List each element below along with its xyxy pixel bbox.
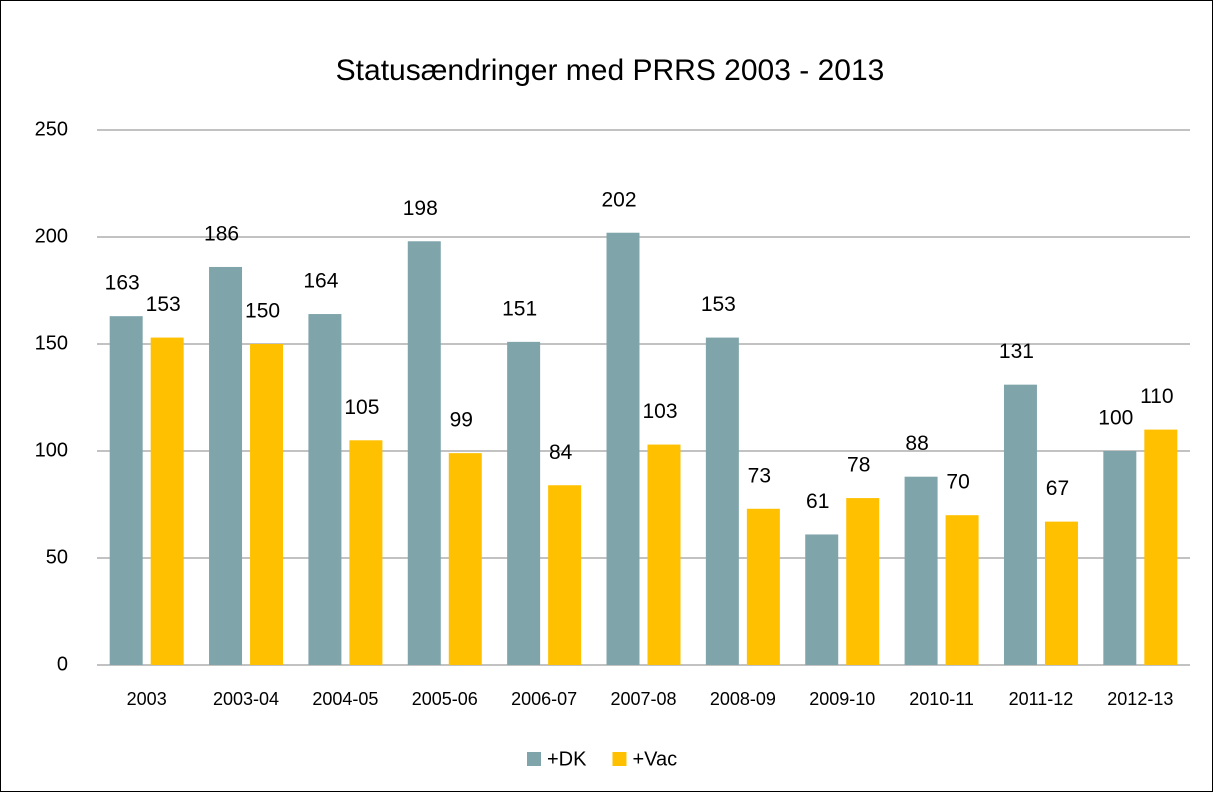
bar: [805, 534, 839, 665]
x-tick-label: 2003: [127, 689, 167, 709]
data-label: 88: [905, 432, 928, 455]
data-label: 153: [701, 293, 736, 316]
y-tick-label: 50: [46, 546, 68, 568]
bar: [150, 337, 184, 665]
y-tick-label: 150: [35, 332, 68, 354]
bar: [250, 344, 284, 665]
x-tick-label: 2008-09: [710, 689, 776, 709]
bar: [349, 440, 383, 665]
legend-label: +Vac: [632, 748, 677, 770]
bar: [448, 453, 482, 665]
data-label: 73: [748, 464, 771, 487]
x-tick-label: 2011-12: [1009, 689, 1074, 709]
data-label: 105: [344, 396, 379, 419]
x-tick-label: 2012-13: [1107, 689, 1173, 709]
y-tick-label: 0: [57, 653, 68, 675]
bar: [746, 508, 780, 665]
y-tick-label: 250: [35, 118, 68, 140]
data-label: 67: [1046, 477, 1069, 500]
data-label: 100: [1098, 407, 1133, 430]
x-tick-label: 2005-06: [412, 689, 478, 709]
bar: [1103, 451, 1137, 665]
bar: [548, 485, 582, 665]
data-label: 84: [549, 441, 573, 464]
legend-swatch: [612, 752, 627, 766]
bar: [209, 266, 243, 665]
data-label: 70: [946, 471, 969, 494]
legend-swatch: [527, 752, 541, 766]
data-label: 131: [999, 340, 1034, 363]
bar: [945, 515, 979, 665]
bar: [606, 232, 640, 665]
data-label: 202: [601, 188, 636, 211]
data-label: 61: [806, 490, 829, 513]
bar: [647, 444, 681, 665]
bar: [1144, 429, 1178, 665]
data-label: 198: [403, 197, 438, 220]
data-label: 164: [303, 270, 338, 293]
bar: [705, 337, 739, 665]
bar: [846, 498, 880, 665]
data-label: 78: [847, 454, 870, 477]
y-tick-label: 200: [35, 225, 68, 247]
x-tick-label: 2003-04: [213, 689, 279, 709]
data-label: 151: [502, 297, 537, 320]
legend-label: +DK: [547, 748, 587, 770]
chart-title: Statusændringer med PRRS 2003 - 2013: [336, 54, 885, 87]
bar: [507, 341, 541, 665]
x-tick-label: 2007-08: [610, 689, 676, 709]
data-label: 186: [204, 223, 239, 246]
data-label: 153: [146, 293, 181, 316]
y-tick-label: 100: [35, 439, 68, 461]
bar: [1044, 521, 1078, 665]
data-label: 163: [105, 272, 140, 295]
x-tick-label: 2006-07: [511, 689, 577, 709]
bar: [308, 314, 342, 665]
bar: [407, 241, 441, 665]
x-tick-label: 2009-10: [809, 689, 875, 709]
bar: [1003, 384, 1037, 665]
data-label: 103: [642, 400, 677, 423]
x-tick-label: 2004-05: [312, 689, 378, 709]
data-label: 150: [245, 300, 280, 323]
x-tick-label: 2010-11: [909, 689, 974, 709]
bar: [904, 476, 938, 665]
data-label: 99: [450, 409, 473, 432]
bar: [109, 316, 143, 665]
data-label: 110: [1140, 385, 1173, 408]
